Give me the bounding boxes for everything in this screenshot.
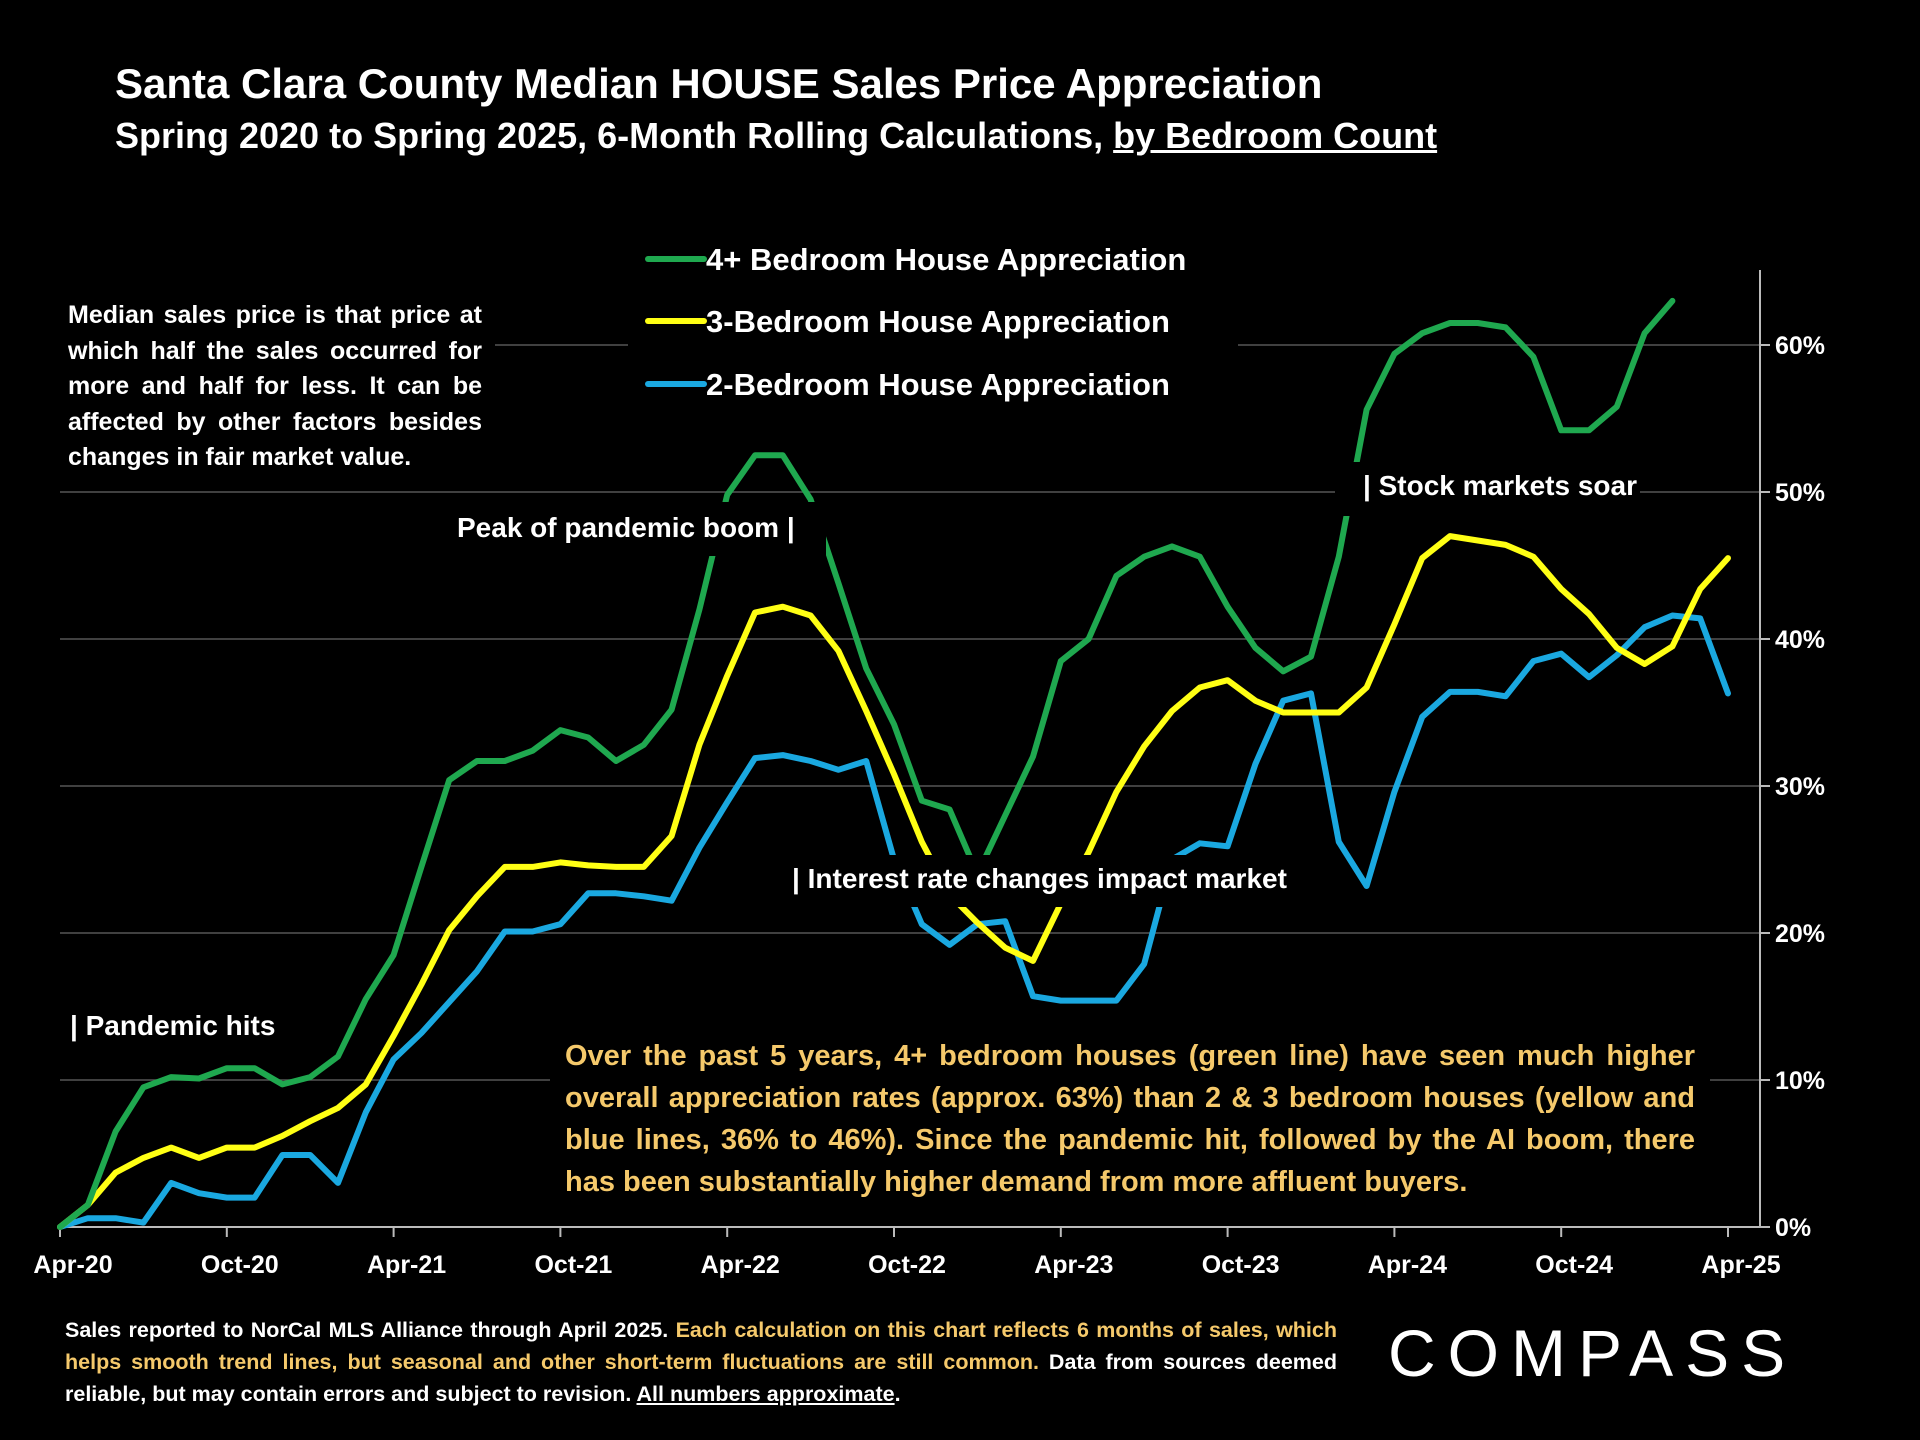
footer-highlight: Each calculation on this chart reflects …	[65, 1318, 1337, 1374]
legend-background	[628, 232, 1238, 408]
chart-title: Santa Clara County Median HOUSE Sales Pr…	[115, 60, 1323, 107]
x-axis-ticks: Apr-20 Oct-20 Apr-21 Oct-21 Apr-22 Oct-22 Apr-…	[33, 1227, 1781, 1279]
summary-text: Over the past 5 years, 4+ bedroom houses…	[565, 1040, 1695, 1198]
median-price-note: Median sales price is that price at whic…	[68, 301, 482, 471]
footer-disclaimer: Data from sources deemed reliable, but m…	[65, 1350, 1337, 1406]
y-tick-label: 0%	[1775, 1214, 1811, 1242]
y-axis-ticks: 0% 10% 20% 30% 40% 50% 60%	[1760, 332, 1825, 1242]
y-tick-label: 60%	[1775, 332, 1825, 360]
x-tick-label: Oct-21	[534, 1251, 612, 1279]
x-tick-label: Apr-20	[33, 1251, 112, 1279]
x-tick-label: Apr-25	[1701, 1251, 1780, 1279]
series-line	[57, 297, 1676, 1230]
x-tick-label: Oct-24	[1535, 1251, 1613, 1279]
y-tick-label: 30%	[1775, 773, 1825, 801]
footer-approx-link: All numbers approximate	[636, 1382, 895, 1406]
x-tick-label: Oct-22	[868, 1251, 946, 1279]
stocks-annotation-background	[1335, 462, 1640, 516]
y-tick-label: 20%	[1775, 920, 1825, 948]
x-tick-label: Oct-23	[1202, 1251, 1280, 1279]
stocks-annotation: | Stock markets soar	[1363, 470, 1637, 501]
x-tick-label: Apr-21	[367, 1251, 446, 1279]
x-tick-label: Apr-22	[701, 1251, 780, 1279]
compass-logo: COMPASS	[1388, 1316, 1798, 1390]
y-tick-label: 50%	[1775, 479, 1825, 507]
x-tick-label: Apr-24	[1368, 1251, 1447, 1279]
chart-subtitle: Spring 2020 to Spring 2025, 6-Month Roll…	[115, 115, 1437, 157]
x-tick-label: Apr-23	[1034, 1251, 1113, 1279]
subtitle-emphasis: by Bedroom Count	[1113, 115, 1438, 156]
legend-label: 2-Bedroom House Appreciation	[706, 367, 1170, 402]
series-line	[57, 533, 1731, 1230]
footer-source: Sales reported to NorCal MLS Alliance th…	[65, 1314, 1337, 1410]
legend: 4+ Bedroom House Appreciation 3-Bedroom H…	[645, 242, 1186, 402]
footer-period: .	[894, 1382, 901, 1406]
x-tick-label: Oct-20	[201, 1251, 279, 1279]
interest-annotation: | Interest rate changes impact market	[792, 863, 1287, 894]
y-tick-label: 40%	[1775, 626, 1825, 654]
footer-source-text: Sales reported to NorCal MLS Alliance th…	[65, 1318, 676, 1342]
legend-label: 4+ Bedroom House Appreciation	[706, 242, 1186, 277]
legend-label: 3-Bedroom House Appreciation	[706, 304, 1170, 339]
subtitle-text: Spring 2020 to Spring 2025, 6-Month Roll…	[115, 115, 1114, 156]
summary-background	[550, 1025, 1710, 1210]
peak-annotation-background	[440, 502, 826, 556]
y-tick-label: 10%	[1775, 1067, 1825, 1095]
interest-annotation-background	[783, 855, 1303, 907]
note-background	[55, 290, 495, 472]
peak-annotation: Peak of pandemic boom |	[457, 512, 795, 543]
pandemic-annotation: | Pandemic hits	[70, 1010, 276, 1041]
